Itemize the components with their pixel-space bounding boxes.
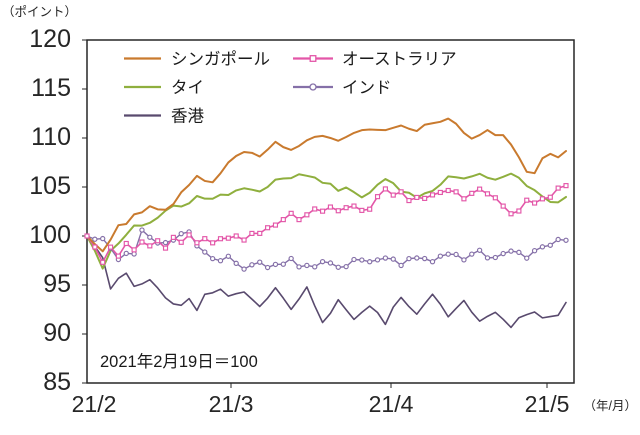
svg-text:105: 105	[29, 172, 71, 200]
svg-text:95: 95	[43, 270, 71, 298]
svg-text:タイ: タイ	[171, 78, 204, 97]
svg-text:（年/月）: （年/月）	[584, 399, 637, 413]
svg-text:21/3: 21/3	[209, 391, 254, 417]
svg-text:21/4: 21/4	[369, 391, 414, 417]
svg-text:香港: 香港	[171, 107, 205, 126]
svg-text:115: 115	[31, 74, 71, 102]
svg-text:（ポイント）: （ポイント）	[2, 5, 77, 19]
svg-text:21/5: 21/5	[525, 391, 570, 417]
svg-text:シンガポール: シンガポール	[171, 50, 270, 69]
svg-text:85: 85	[43, 368, 71, 396]
svg-text:120: 120	[29, 25, 71, 53]
svg-text:インド: インド	[342, 79, 392, 97]
svg-text:110: 110	[31, 123, 71, 151]
svg-text:オーストラリア: オーストラリア	[342, 51, 457, 69]
svg-text:2021年2月19日＝100: 2021年2月19日＝100	[100, 352, 258, 371]
svg-text:100: 100	[29, 221, 71, 249]
svg-text:90: 90	[43, 319, 71, 347]
svg-text:21/2: 21/2	[72, 391, 117, 417]
